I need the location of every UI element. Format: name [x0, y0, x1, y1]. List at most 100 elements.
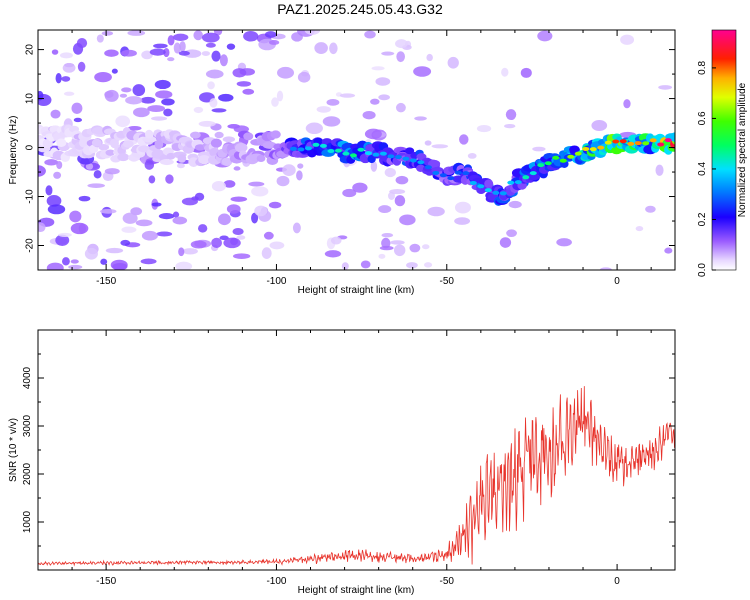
- spectrogram-ridge-blob: [214, 131, 224, 139]
- spectrogram-ridge-core: [409, 158, 417, 163]
- spectrogram-ridge-blob: [243, 132, 254, 141]
- spectrogram-noise-blob: [381, 233, 394, 238]
- spectrogram-noise-blob: [197, 224, 208, 233]
- spectrogram-noise-blob: [362, 110, 376, 120]
- spectrogram-noise-blob: [423, 262, 433, 268]
- spectrogram-noise-blob: [182, 248, 198, 255]
- spectrogram-noise-blob: [339, 93, 356, 98]
- spectrogram-noise-blob: [132, 107, 150, 118]
- spectrogram-noise-blob: [198, 120, 216, 127]
- spectrogram-noise-blob: [121, 87, 132, 93]
- spectrogram-ridge-core: [499, 191, 507, 196]
- spectrogram-ridge-core: [612, 139, 620, 144]
- spectrogram-noise-blob: [508, 200, 522, 209]
- spectrogram-noise-blob: [222, 136, 236, 143]
- spectrogram-noise-blob: [47, 204, 66, 215]
- spectrogram-noise-blob: [623, 99, 631, 109]
- spectrogram-noise-blob: [658, 85, 673, 90]
- spectrogram-ridge-core: [357, 147, 365, 152]
- spectrogram-noise-blob: [655, 164, 664, 176]
- spectrogram-noise-blob: [520, 67, 532, 78]
- spectrogram-noise-blob: [413, 66, 432, 77]
- spectrogram-noise-blob: [140, 258, 157, 265]
- spectrogram-noise-blob: [119, 93, 128, 98]
- spectrogram-noise-blob: [664, 247, 673, 254]
- colorbar-tick-label: 0.0: [697, 263, 708, 277]
- spectrogram-noise-blob: [276, 175, 290, 187]
- spectrogram-noise-blob: [173, 42, 181, 54]
- spectrogram-noise-blob: [251, 212, 259, 224]
- spectrogram-noise-blob: [71, 102, 83, 114]
- spectrogram-noise-blob: [201, 51, 211, 56]
- spectrogram-ridge-core: [394, 155, 402, 160]
- spectrogram-noise-blob: [163, 108, 173, 117]
- x-tick-label: -150: [96, 276, 116, 287]
- spectrogram-noise-blob: [635, 226, 644, 232]
- spectrogram-noise-blob: [360, 260, 371, 269]
- spectrogram-ridge-core: [342, 151, 350, 156]
- spectrogram-noise-blob: [243, 30, 259, 42]
- spectrogram-noise-blob: [399, 214, 416, 226]
- spectrogram-noise-blob: [211, 50, 221, 62]
- spectrogram-marks: [38, 30, 675, 270]
- spectrogram-ridge-core: [334, 148, 342, 153]
- spectrogram-noise-blob: [424, 140, 432, 146]
- spectrogram-noise-blob: [56, 160, 63, 170]
- spectrogram-noise-blob: [427, 206, 445, 217]
- spectrogram-ridge-core: [529, 171, 537, 176]
- spectrogram-noise-blob: [44, 159, 59, 166]
- spectrogram-ridge-core: [627, 141, 635, 146]
- y-tick-label: 1000: [22, 510, 33, 533]
- spectrogram-noise-blob: [297, 163, 304, 169]
- spectrogram-noise-blob: [209, 98, 218, 108]
- spectrogram-noise-blob: [167, 57, 175, 62]
- spectrogram-ridge-core: [522, 175, 530, 180]
- colorbar: 0.0 0.2 0.4 0.6 0.8 Normalized spectral ampl…: [697, 29, 748, 277]
- spectrogram-noise-blob: [211, 108, 227, 113]
- spectrogram-noise-blob: [341, 262, 349, 270]
- spectrogram-ridge-core: [619, 139, 627, 144]
- spectrogram-ridge-core: [514, 180, 522, 185]
- spectrogram-noise-blob: [388, 191, 396, 200]
- spectrogram-ridge-blob: [484, 179, 494, 189]
- colorbar-tick-label: 0.4: [697, 162, 708, 176]
- spectrogram-ridge-core: [567, 154, 575, 159]
- spectrogram-ridge-core: [492, 190, 500, 195]
- x-tick-label: -50: [440, 276, 455, 287]
- spectrogram-ridge-blob: [262, 141, 277, 149]
- spectrogram-noise-blob: [201, 32, 220, 43]
- y-tick-label: 4000: [22, 366, 33, 389]
- spectrogram-noise-blob: [316, 106, 331, 113]
- spectrogram-noise-blob: [277, 66, 295, 79]
- spectrogram-noise-blob: [297, 71, 311, 83]
- spectrogram-noise-blob: [556, 238, 572, 247]
- spectrogram-noise-blob: [70, 222, 89, 235]
- spectrogram-noise-blob: [364, 30, 376, 39]
- y-tick-label: 3000: [22, 414, 33, 437]
- spectrogram-noise-blob: [58, 232, 72, 237]
- colorbar-tick-label: 0.6: [697, 111, 708, 125]
- spectrogram-ridge-core: [304, 146, 312, 151]
- spectrogram-ridge-blob: [159, 159, 174, 166]
- spectrogram-noise-blob: [390, 240, 405, 245]
- spectrogram-ridge-core: [439, 173, 447, 178]
- spectrogram-ridge-core: [604, 140, 612, 145]
- spectrogram-noise-blob: [314, 42, 328, 54]
- spectrogram-noise-blob: [207, 81, 215, 90]
- snr-x-ticks: -150 -100 -50 0: [37, 330, 652, 587]
- spectrogram-ridge-core: [402, 156, 410, 161]
- spectrogram-ridge-blob: [91, 126, 106, 135]
- y-tick-label: -10: [25, 189, 36, 204]
- spectrogram-noise-blob: [426, 53, 433, 62]
- spectrogram-noise-blob: [326, 98, 340, 106]
- spectrogram-noise-blob: [59, 52, 73, 59]
- spectrogram-ridge-blob: [234, 142, 248, 153]
- spectrogram-noise-blob: [352, 182, 368, 193]
- spectrogram-noise-blob: [193, 106, 204, 114]
- spectrogram-noise-blob: [232, 68, 247, 78]
- spectrogram-noise-blob: [505, 109, 517, 121]
- spectrogram-noise-blob: [304, 30, 321, 35]
- spectrogram-noise-blob: [232, 228, 244, 235]
- spectrogram-ridge-core: [469, 180, 477, 185]
- spectrogram-ridge-core: [507, 180, 515, 185]
